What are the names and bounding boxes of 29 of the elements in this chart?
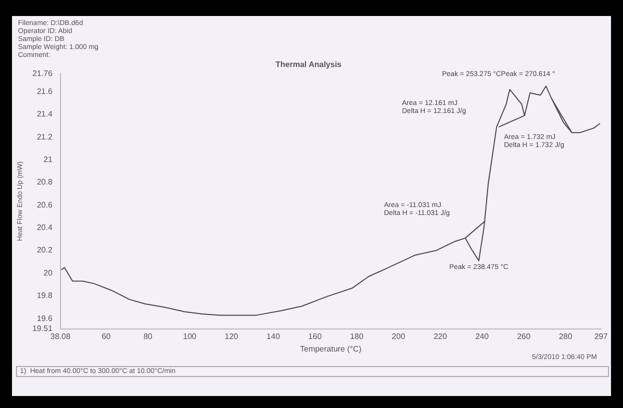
x-axis-title: Temperature (°C) [300,344,362,354]
chart-title: Thermal Analysis [276,60,342,70]
y-tick-label: 21.6 [36,86,53,96]
x-tick-label: 240 [475,332,490,341]
y-tick-label: 20.6 [36,200,53,210]
x-tick-label: 38.08 [50,332,71,341]
y-tick-label: 21.76 [32,68,53,78]
y-tick-label: 20 [44,268,53,278]
x-tick-label: 80 [143,332,153,341]
y-tick-label: 19.51 [32,324,53,334]
y-tick-label: 21.2 [36,132,53,142]
x-tick-label: 120 [224,332,239,341]
y-tick-label: 20.4 [36,223,53,232]
x-tick-label: 180 [350,332,364,341]
x-tick-label: 160 [308,332,322,341]
y-tick-label: 19.6 [36,314,53,323]
x-tick-label: 60 [102,332,112,341]
y-tick-label: 19.8 [36,291,53,300]
x-tick-label: 260 [517,332,531,341]
x-tick-label: 100 [183,332,197,341]
x-tick-label: 280 [558,332,573,341]
y-tick-label: 20.8 [36,178,53,187]
y-tick-label: 21.4 [36,110,53,119]
y-tick-label: 20.2 [36,246,53,255]
y-tick-label: 21 [44,155,53,164]
x-tick-label: 140 [266,332,280,341]
x-tick-label: 200 [392,332,406,341]
x-tick-label: 220 [434,332,448,341]
x-tick-label: 297 [594,332,608,341]
